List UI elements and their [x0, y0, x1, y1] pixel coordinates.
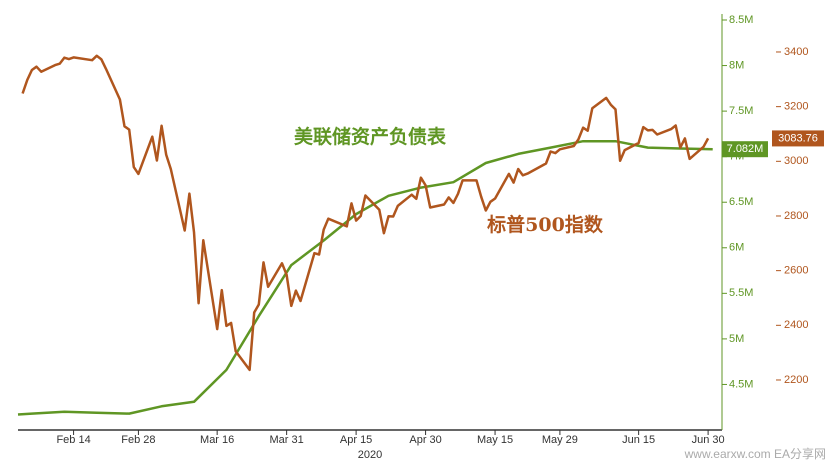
y-tick-label: 8.5M: [729, 14, 753, 26]
watermark: www.earxw.com EA分享网: [684, 446, 826, 461]
x-tick-label: May 15: [477, 434, 513, 446]
x-tick-label: Apr 15: [340, 434, 372, 446]
x-tick-label: Jun 30: [692, 434, 725, 446]
y-tick-label: 5M: [729, 333, 744, 345]
y-tick-label: 6M: [729, 242, 744, 254]
y2-tick-label: 2200: [784, 374, 808, 386]
y2-tick-label: 3000: [784, 155, 808, 167]
y-tick-label: 4.5M: [729, 378, 753, 390]
x-tick-label: Jun 15: [622, 434, 655, 446]
x-tick-label: Mar 31: [270, 434, 304, 446]
y-tick-label: 8M: [729, 59, 744, 71]
last-value-tag: [772, 130, 824, 147]
y2-tick-label: 2800: [784, 210, 808, 222]
x-tick-label: Apr 30: [409, 434, 441, 446]
x-tick-label: May 29: [542, 434, 578, 446]
x-tick-label: Feb 28: [121, 434, 155, 446]
y2-tick-label: 2400: [784, 319, 808, 331]
y-tick-label: 5.5M: [729, 287, 753, 299]
y-tick-label: 6.5M: [729, 196, 753, 208]
series-line: [21, 54, 710, 372]
last-value-label: 3083.76: [778, 132, 818, 144]
y2-tick-label: 3200: [784, 101, 808, 113]
x-tick-label: Feb 14: [56, 434, 90, 446]
y2-tick-label: 2600: [784, 265, 808, 277]
y2-tick-label: 3400: [784, 46, 808, 58]
last-value-label: 7.082M: [727, 143, 764, 155]
series-label: 美联储资产负债表: [294, 125, 447, 148]
y-tick-label: 7.5M: [729, 105, 753, 117]
x-tick-label: Mar 16: [200, 434, 234, 446]
last-value-tag: [722, 141, 768, 158]
series-label: 标普500指数: [487, 213, 604, 236]
x-axis-label: 2020: [358, 449, 382, 461]
series-line: [17, 139, 713, 416]
